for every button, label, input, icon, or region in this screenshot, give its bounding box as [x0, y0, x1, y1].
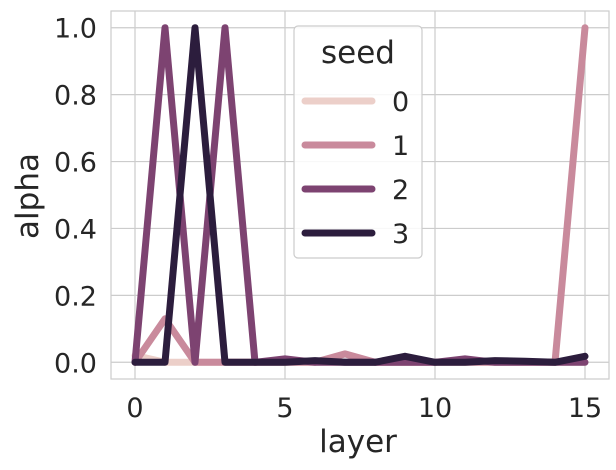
legend-label-seed-2: 2: [392, 175, 409, 206]
series-line-seed-3: [131, 24, 589, 366]
tick-labels: 0 5 10 150.00.20.40.60.81.0: [54, 14, 602, 424]
y-tick-label: 0.0: [54, 348, 97, 379]
y-axis-label: alpha: [10, 153, 46, 239]
series-lines: [131, 24, 589, 366]
y-tick-label: 0.6: [54, 148, 97, 179]
legend-label-seed-1: 1: [392, 131, 409, 162]
legend: seed 0 1 2 3: [293, 25, 423, 259]
legend-title: seed: [321, 35, 395, 71]
x-tick-label: 5: [276, 393, 293, 424]
legend-label-seed-3: 3: [392, 219, 409, 250]
y-tick-label: 1.0: [54, 14, 97, 45]
x-tick-label: 0: [126, 393, 143, 424]
x-tick-label: 15: [568, 393, 602, 424]
legend-label-seed-0: 0: [392, 87, 409, 118]
x-tick-label: 10: [418, 393, 452, 424]
y-tick-label: 0.4: [54, 214, 97, 245]
x-axis-label: layer: [319, 424, 397, 460]
y-tick-label: 0.2: [54, 281, 97, 312]
y-tick-label: 0.8: [54, 81, 97, 112]
